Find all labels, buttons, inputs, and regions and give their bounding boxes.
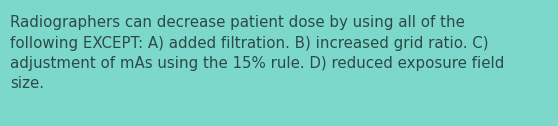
Text: Radiographers can decrease patient dose by using all of the
following EXCEPT: A): Radiographers can decrease patient dose …: [10, 15, 504, 91]
